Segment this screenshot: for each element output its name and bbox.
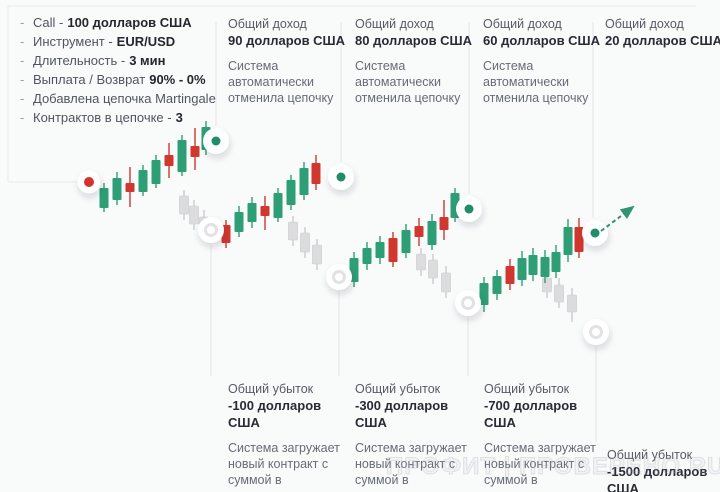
note-amount: -300 долларов США [355,398,449,430]
parameter-label: Выплата / Возврат [33,72,146,87]
parameter-payout: - Выплата / Возврат 90% - 0% [20,70,232,89]
loss-note-4: Общий убыток -1500 долларов США [607,447,720,492]
parameter-label: Добавлена цепочка Martingale [33,91,216,106]
bullet-dash: - [20,72,25,87]
parameter-instrument: - Инструмент - EUR/USD [20,32,232,51]
note-detail: Система автоматически отменила цепочку [483,59,589,105]
parameter-value: EUR/USD [116,34,176,49]
note-amount: 20 долларов США [605,33,720,48]
bullet-dash: - [20,15,25,30]
note-title: Общий доход [483,17,562,31]
parameter-label: Контрактов в цепочке - [33,110,172,125]
note-amount: -100 долларов США [228,398,322,430]
note-detail: Система загружает новый контракт с суммо… [228,441,340,487]
bullet-dash: - [20,53,25,68]
profit-note-3: Общий доход 60 долларов США Система авто… [483,16,605,106]
profit-note-1: Общий доход 90 долларов США Система авто… [228,16,350,106]
note-amount: 90 долларов США [228,33,346,48]
profit-note-2: Общий доход 80 долларов США Система авто… [355,16,477,106]
parameter-label: Длительность - [33,53,126,68]
note-detail: Система загружает новый контракт с суммо… [355,441,467,487]
bullet-dash: - [20,34,25,49]
note-amount: 80 долларов США [355,33,473,48]
bullet-dash: - [20,110,25,125]
note-amount: -1500 долларов США [607,464,708,492]
profit-note-4: Общий доход 20 долларов США [605,16,720,58]
parameter-label: Инструмент - [33,34,113,49]
watermark: ПРОФИТ | ПРОВЕРЕНО RU.COM [386,453,720,481]
note-title: Общий убыток [484,382,570,396]
note-title: Общий убыток [228,382,314,396]
note-detail: Система загружает новый контракт с суммо… [484,441,596,487]
parameter-contracts: - Контрактов в цепочке - 3 [20,108,232,127]
parameter-value: 90% - 0% [149,72,206,87]
note-title: Общий убыток [607,448,693,462]
parameter-label: Call - [33,15,64,30]
note-detail: Система автоматически отменила цепочку [228,59,334,105]
loss-note-3: Общий убыток -700 долларов США Система з… [484,381,606,492]
loss-note-1: Общий убыток -100 долларов США Система з… [228,381,350,492]
contract-parameters-panel: - Call - 100 долларов США - Инструмент -… [20,13,232,127]
note-amount: 60 долларов США [483,33,601,48]
parameter-duration: - Длительность - 3 мин [20,51,232,70]
note-title: Общий доход [228,17,307,31]
parameter-martingale: - Добавлена цепочка Martingale [20,89,232,108]
note-title: Общий доход [355,17,434,31]
bullet-dash: - [20,91,25,106]
loss-note-2: Общий убыток -300 долларов США Система з… [355,381,477,492]
note-amount: -700 долларов США [484,398,578,430]
note-title: Общий доход [605,17,684,31]
parameter-value: 3 мин [129,53,166,68]
parameter-value: 100 долларов США [67,15,192,30]
parameter-value: 3 [175,110,183,125]
parameter-call: - Call - 100 долларов США [20,13,232,32]
note-detail: Система автоматически отменила цепочку [355,59,461,105]
note-title: Общий убыток [355,382,441,396]
